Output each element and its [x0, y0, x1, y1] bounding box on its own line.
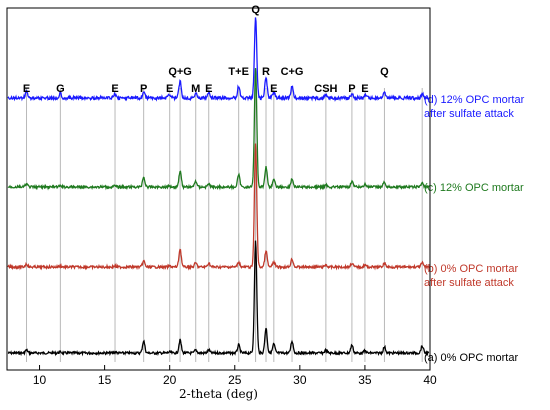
series-label: (b) 0% OPC mortar: [424, 263, 518, 275]
peak-label: E: [205, 83, 212, 95]
plot-frame: [6, 7, 431, 371]
x-axis-title: 2-theta (deg): [179, 387, 258, 401]
series-label: after sulfate attack: [424, 277, 514, 289]
peak-label: P: [348, 83, 355, 95]
x-tick-label: 20: [163, 373, 177, 387]
series-line-d: [7, 17, 430, 102]
peak-label: M: [191, 83, 200, 95]
x-tick-label: 35: [358, 373, 372, 387]
peak-label: Q+G: [168, 66, 192, 78]
series-label: (a) 0% OPC mortar: [424, 352, 518, 364]
peak-label: R: [262, 66, 270, 78]
reference-lines: [26, 88, 423, 362]
x-tick-label: 40: [423, 373, 437, 387]
x-tick-label: 10: [33, 373, 47, 387]
peak-label: E: [111, 83, 118, 95]
series-line-b: [7, 143, 430, 271]
peak-label: C+G: [281, 66, 304, 78]
x-tick-label: 25: [228, 373, 242, 387]
series-label: (d) 12% OPC mortar: [424, 94, 525, 106]
series-line-c: [7, 68, 430, 191]
series-label: after sulfate attack: [424, 108, 514, 120]
x-axis-ticks: 10 15 20 25 30 35 40: [33, 365, 437, 387]
series-line-a: [7, 240, 430, 357]
peak-label: G: [56, 83, 65, 95]
series-labels: (a) 0% OPC mortar (b) 0% OPC mortar after …: [424, 94, 525, 364]
peak-label: E: [166, 83, 173, 95]
peak-label: E: [270, 83, 277, 95]
series-label: (c) 12% OPC mortar: [424, 182, 524, 194]
peak-label: T+E: [228, 66, 248, 78]
peak-label: P: [140, 83, 147, 95]
peak-label: E: [23, 83, 30, 95]
x-tick-label: 15: [98, 373, 112, 387]
series-group: [7, 17, 430, 357]
x-tick-label: 30: [293, 373, 307, 387]
peak-label: Q: [380, 66, 389, 78]
peak-label: E: [361, 83, 368, 95]
peak-label: CSH: [314, 83, 337, 95]
peak-label: Q: [251, 4, 260, 16]
